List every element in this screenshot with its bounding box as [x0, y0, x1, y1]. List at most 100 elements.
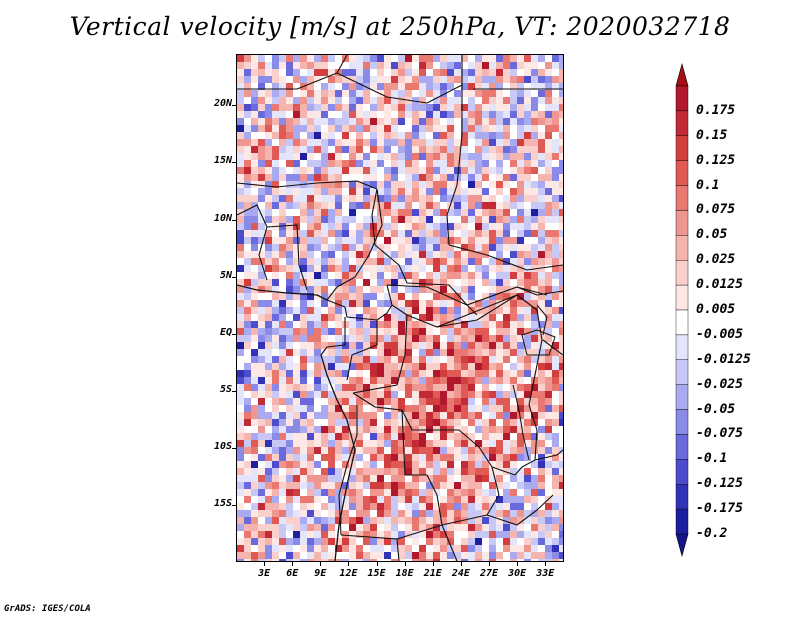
map-panel[interactable]: [236, 54, 564, 562]
velocity-cell: [482, 356, 490, 364]
velocity-cell: [398, 447, 406, 455]
velocity-cell: [552, 286, 560, 294]
velocity-cell: [307, 405, 315, 413]
velocity-cell: [517, 286, 525, 294]
velocity-cell: [510, 433, 518, 441]
velocity-cell: [454, 90, 462, 98]
velocity-cell: [251, 62, 259, 70]
velocity-cell: [244, 90, 252, 98]
velocity-cell: [496, 496, 504, 504]
velocity-cell: [489, 111, 497, 119]
velocity-cell: [524, 153, 532, 161]
velocity-cell: [377, 510, 385, 518]
velocity-cell: [272, 174, 280, 182]
velocity-cell: [412, 559, 420, 561]
velocity-cell: [559, 251, 563, 259]
velocity-cell: [342, 265, 350, 273]
velocity-cell: [412, 307, 420, 315]
velocity-cell: [349, 377, 357, 385]
velocity-cell: [468, 475, 476, 483]
velocity-cell: [286, 524, 294, 532]
velocity-cell: [433, 363, 441, 371]
velocity-cell: [447, 265, 455, 273]
velocity-cell: [265, 160, 273, 168]
velocity-cell: [461, 349, 469, 357]
velocity-cell: [496, 482, 504, 490]
velocity-cell: [356, 433, 364, 441]
velocity-cell: [328, 398, 336, 406]
velocity-cell: [398, 538, 406, 546]
velocity-cell: [258, 419, 266, 427]
velocity-cell: [524, 111, 532, 119]
velocity-cell: [426, 559, 434, 561]
velocity-cell: [524, 363, 532, 371]
velocity-cell: [265, 440, 273, 448]
velocity-cell: [307, 531, 315, 539]
velocity-cell: [468, 195, 476, 203]
velocity-cell: [454, 405, 462, 413]
velocity-cell: [447, 83, 455, 91]
velocity-cell: [391, 188, 399, 196]
velocity-cell: [258, 265, 266, 273]
velocity-cell: [405, 300, 413, 308]
velocity-cell: [363, 426, 371, 434]
velocity-cell: [517, 342, 525, 350]
velocity-cell: [468, 146, 476, 154]
velocity-cell: [307, 510, 315, 518]
velocity-cell: [482, 307, 490, 315]
velocity-cell: [496, 111, 504, 119]
velocity-cell: [300, 111, 308, 119]
velocity-cell: [335, 167, 343, 175]
velocity-cell: [349, 97, 357, 105]
velocity-cell: [496, 251, 504, 259]
velocity-cell: [272, 244, 280, 252]
velocity-cell: [489, 286, 497, 294]
velocity-cell: [412, 377, 420, 385]
velocity-cell: [370, 216, 378, 224]
velocity-cell: [412, 62, 420, 70]
velocity-cell: [377, 496, 385, 504]
velocity-cell: [468, 55, 476, 63]
velocity-cell: [237, 489, 245, 497]
velocity-cell: [384, 531, 392, 539]
velocity-cell: [552, 384, 560, 392]
velocity-cell: [398, 377, 406, 385]
velocity-cell: [489, 181, 497, 189]
velocity-cell: [489, 524, 497, 532]
velocity-cell: [391, 307, 399, 315]
velocity-cell: [265, 279, 273, 287]
velocity-cell: [237, 433, 245, 441]
velocity-cell: [391, 83, 399, 91]
velocity-cell: [503, 62, 511, 70]
velocity-cell: [405, 384, 413, 392]
velocity-cell: [559, 510, 563, 518]
velocity-cell: [272, 251, 280, 259]
velocity-cell: [349, 510, 357, 518]
velocity-cell: [258, 433, 266, 441]
velocity-cell: [265, 531, 273, 539]
colorbar-segment: [675, 484, 689, 510]
velocity-cell: [377, 545, 385, 553]
velocity-cell: [461, 440, 469, 448]
velocity-cell: [307, 104, 315, 112]
velocity-cell: [342, 55, 350, 63]
velocity-cell: [559, 447, 563, 455]
velocity-cell: [286, 391, 294, 399]
velocity-cell: [454, 153, 462, 161]
velocity-cell: [503, 188, 511, 196]
velocity-cell: [559, 97, 563, 105]
velocity-cell: [412, 538, 420, 546]
velocity-cell: [517, 524, 525, 532]
velocity-cell: [300, 209, 308, 217]
velocity-cell: [524, 517, 532, 525]
velocity-cell: [251, 258, 259, 266]
velocity-cell: [531, 251, 539, 259]
velocity-cell: [321, 209, 329, 217]
velocity-cell: [503, 545, 511, 553]
velocity-cell: [265, 342, 273, 350]
velocity-cell: [524, 314, 532, 322]
velocity-cell: [363, 524, 371, 532]
velocity-cell: [244, 167, 252, 175]
velocity-cell: [272, 293, 280, 301]
velocity-cell: [545, 503, 553, 511]
